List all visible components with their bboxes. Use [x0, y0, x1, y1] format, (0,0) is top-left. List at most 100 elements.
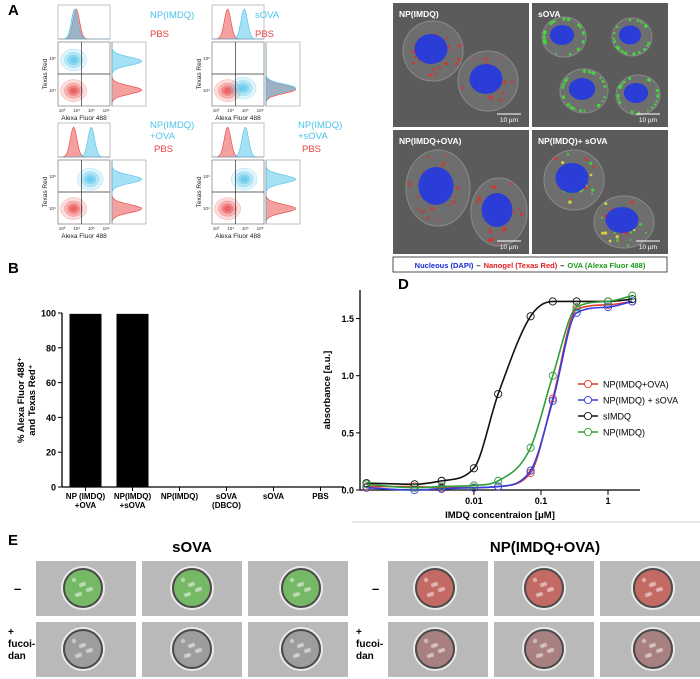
nucleus — [549, 25, 575, 45]
cell — [281, 629, 321, 669]
y-tick-label: 10⁶ — [49, 174, 56, 179]
y-axis-label: Texas Red — [196, 58, 203, 89]
granule — [433, 642, 439, 648]
scale-bar-label: 10 µm — [639, 117, 657, 124]
data-point — [603, 303, 613, 312]
line-chart: 0.0 0.5 1.0 1.5 0.01 0.1 1 IMDQ concentraion [μ… — [322, 290, 678, 521]
y-tick-label: 1.0 — [341, 371, 354, 381]
data-point — [437, 482, 446, 491]
x-tick-label: 1 — [606, 496, 611, 506]
group-title: sOVA — [172, 539, 212, 556]
signal-dot — [552, 20, 555, 23]
cell-halo — [170, 627, 214, 671]
signal-dot — [579, 109, 582, 112]
sample-label: +sOVA — [298, 131, 328, 142]
signal-dot — [568, 52, 572, 56]
granule — [423, 638, 429, 644]
granule — [647, 591, 653, 597]
panel-label: D — [398, 276, 409, 293]
signal-dot — [587, 70, 591, 74]
signal-dot — [653, 103, 657, 106]
signal-dot — [445, 153, 448, 157]
x-tick-label: NP(IMDQ) — [161, 492, 199, 501]
signal-dot — [613, 232, 616, 235]
granule — [295, 591, 301, 597]
signal-dot — [646, 44, 649, 47]
bar — [116, 313, 149, 487]
data-point — [603, 297, 613, 306]
data-point — [362, 480, 371, 489]
granule — [71, 638, 77, 644]
signal-dot — [450, 48, 453, 51]
granule — [658, 586, 664, 592]
density-contour — [70, 56, 78, 63]
y-tick-label: 80 — [46, 343, 56, 353]
signal-dot — [444, 61, 449, 66]
data-point — [548, 371, 557, 380]
signal-dot — [432, 68, 436, 71]
signal-dot — [620, 239, 623, 242]
signal-dot — [490, 237, 494, 241]
nucleus — [418, 167, 454, 205]
image-label: sOVA — [538, 9, 561, 19]
signal-dot — [477, 196, 482, 201]
granule — [303, 587, 309, 593]
signal-dot — [457, 43, 462, 48]
cell — [415, 568, 455, 608]
granule — [183, 592, 189, 598]
signal-dot — [489, 230, 493, 234]
density-contour — [70, 87, 78, 94]
density-contour — [64, 200, 83, 217]
signal-dot — [489, 227, 492, 230]
signal-dot — [414, 55, 417, 58]
control-label: PBS — [154, 144, 173, 155]
legend-label: sIMDQ — [603, 412, 631, 422]
signal-dot — [578, 25, 582, 29]
data-point — [526, 443, 535, 452]
text-line: +OVA — [75, 501, 97, 510]
signal-dot — [632, 52, 636, 56]
signal-dot — [440, 163, 444, 168]
signal-dot — [562, 82, 566, 86]
density-contour — [84, 174, 97, 185]
signal-dot — [618, 85, 622, 90]
signal-dot — [630, 110, 634, 114]
granule — [542, 581, 548, 587]
histogram — [111, 159, 143, 224]
data-point — [469, 483, 478, 492]
signal-dot — [608, 239, 612, 243]
signal-dot — [447, 203, 450, 206]
x-tick-label: NP(IMDQ) +sOVA — [114, 492, 152, 510]
histogram — [57, 8, 110, 40]
signal-dot — [642, 47, 647, 51]
granule — [538, 591, 544, 597]
granule — [651, 581, 657, 587]
signal-dot — [488, 95, 492, 99]
signal-dot — [629, 238, 632, 241]
signal-dot — [456, 186, 460, 190]
sample-label: sOVA — [255, 10, 280, 21]
histogram-frame — [211, 122, 265, 158]
granule — [539, 643, 545, 649]
granule — [187, 582, 193, 588]
signal-dot — [428, 73, 432, 77]
row-label: + — [356, 627, 362, 638]
granule — [539, 582, 545, 588]
density-contour — [67, 85, 80, 96]
flow-plot: 10³ 10⁴ 10⁵ 10⁶ 10⁴ 10⁶ Alexa Fluor 488 Texas R… — [42, 120, 194, 240]
signal-dot — [461, 86, 465, 90]
signal-dot — [426, 155, 430, 159]
granule — [299, 642, 305, 648]
granule — [535, 592, 541, 598]
signal-dot — [455, 62, 458, 66]
data-point — [526, 466, 535, 475]
granule — [546, 648, 552, 654]
density-contour — [233, 80, 253, 96]
signal-dot — [512, 211, 516, 214]
signal-dot — [542, 38, 547, 43]
granule — [197, 647, 203, 653]
signal-dot — [517, 207, 521, 210]
granule — [180, 638, 186, 644]
